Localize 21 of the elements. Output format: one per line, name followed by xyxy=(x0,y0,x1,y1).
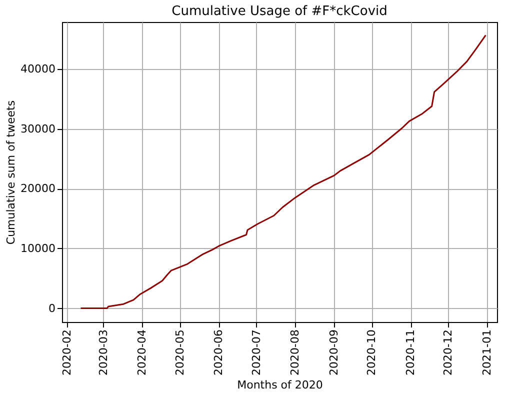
x-tick-label: 2020-04 xyxy=(136,330,149,376)
x-tick-label: 2020-12 xyxy=(442,330,455,376)
x-axis-title: Months of 2020 xyxy=(237,378,323,392)
line-series xyxy=(80,34,486,310)
y-tick-label: 10000 xyxy=(20,242,56,255)
y-tick-label: 20000 xyxy=(20,182,56,196)
y-tick-label: 0 xyxy=(48,302,56,315)
x-tick-label: 2020-05 xyxy=(173,330,186,376)
y-tick-label: 40000 xyxy=(20,62,56,76)
x-tick-label: 2020-11 xyxy=(404,330,417,376)
chart-title: Cumulative Usage of #F*ckCovid xyxy=(172,4,388,19)
x-tick-label: 2020-06 xyxy=(212,330,226,376)
x-tick-label: 2020-07 xyxy=(250,330,263,376)
x-tick-label: 2021-01 xyxy=(480,330,494,376)
x-tick-label: 2020-03 xyxy=(96,330,110,376)
x-tick-label: 2020-10 xyxy=(365,330,378,376)
y-tick-label: 30000 xyxy=(20,122,56,136)
x-tick-label: 2020-08 xyxy=(288,330,302,376)
y-axis-title: Cumulative sum of tweets xyxy=(4,100,18,245)
x-tick-label: 2020-02 xyxy=(60,330,74,376)
x-tick-label: 2020-09 xyxy=(328,330,341,376)
